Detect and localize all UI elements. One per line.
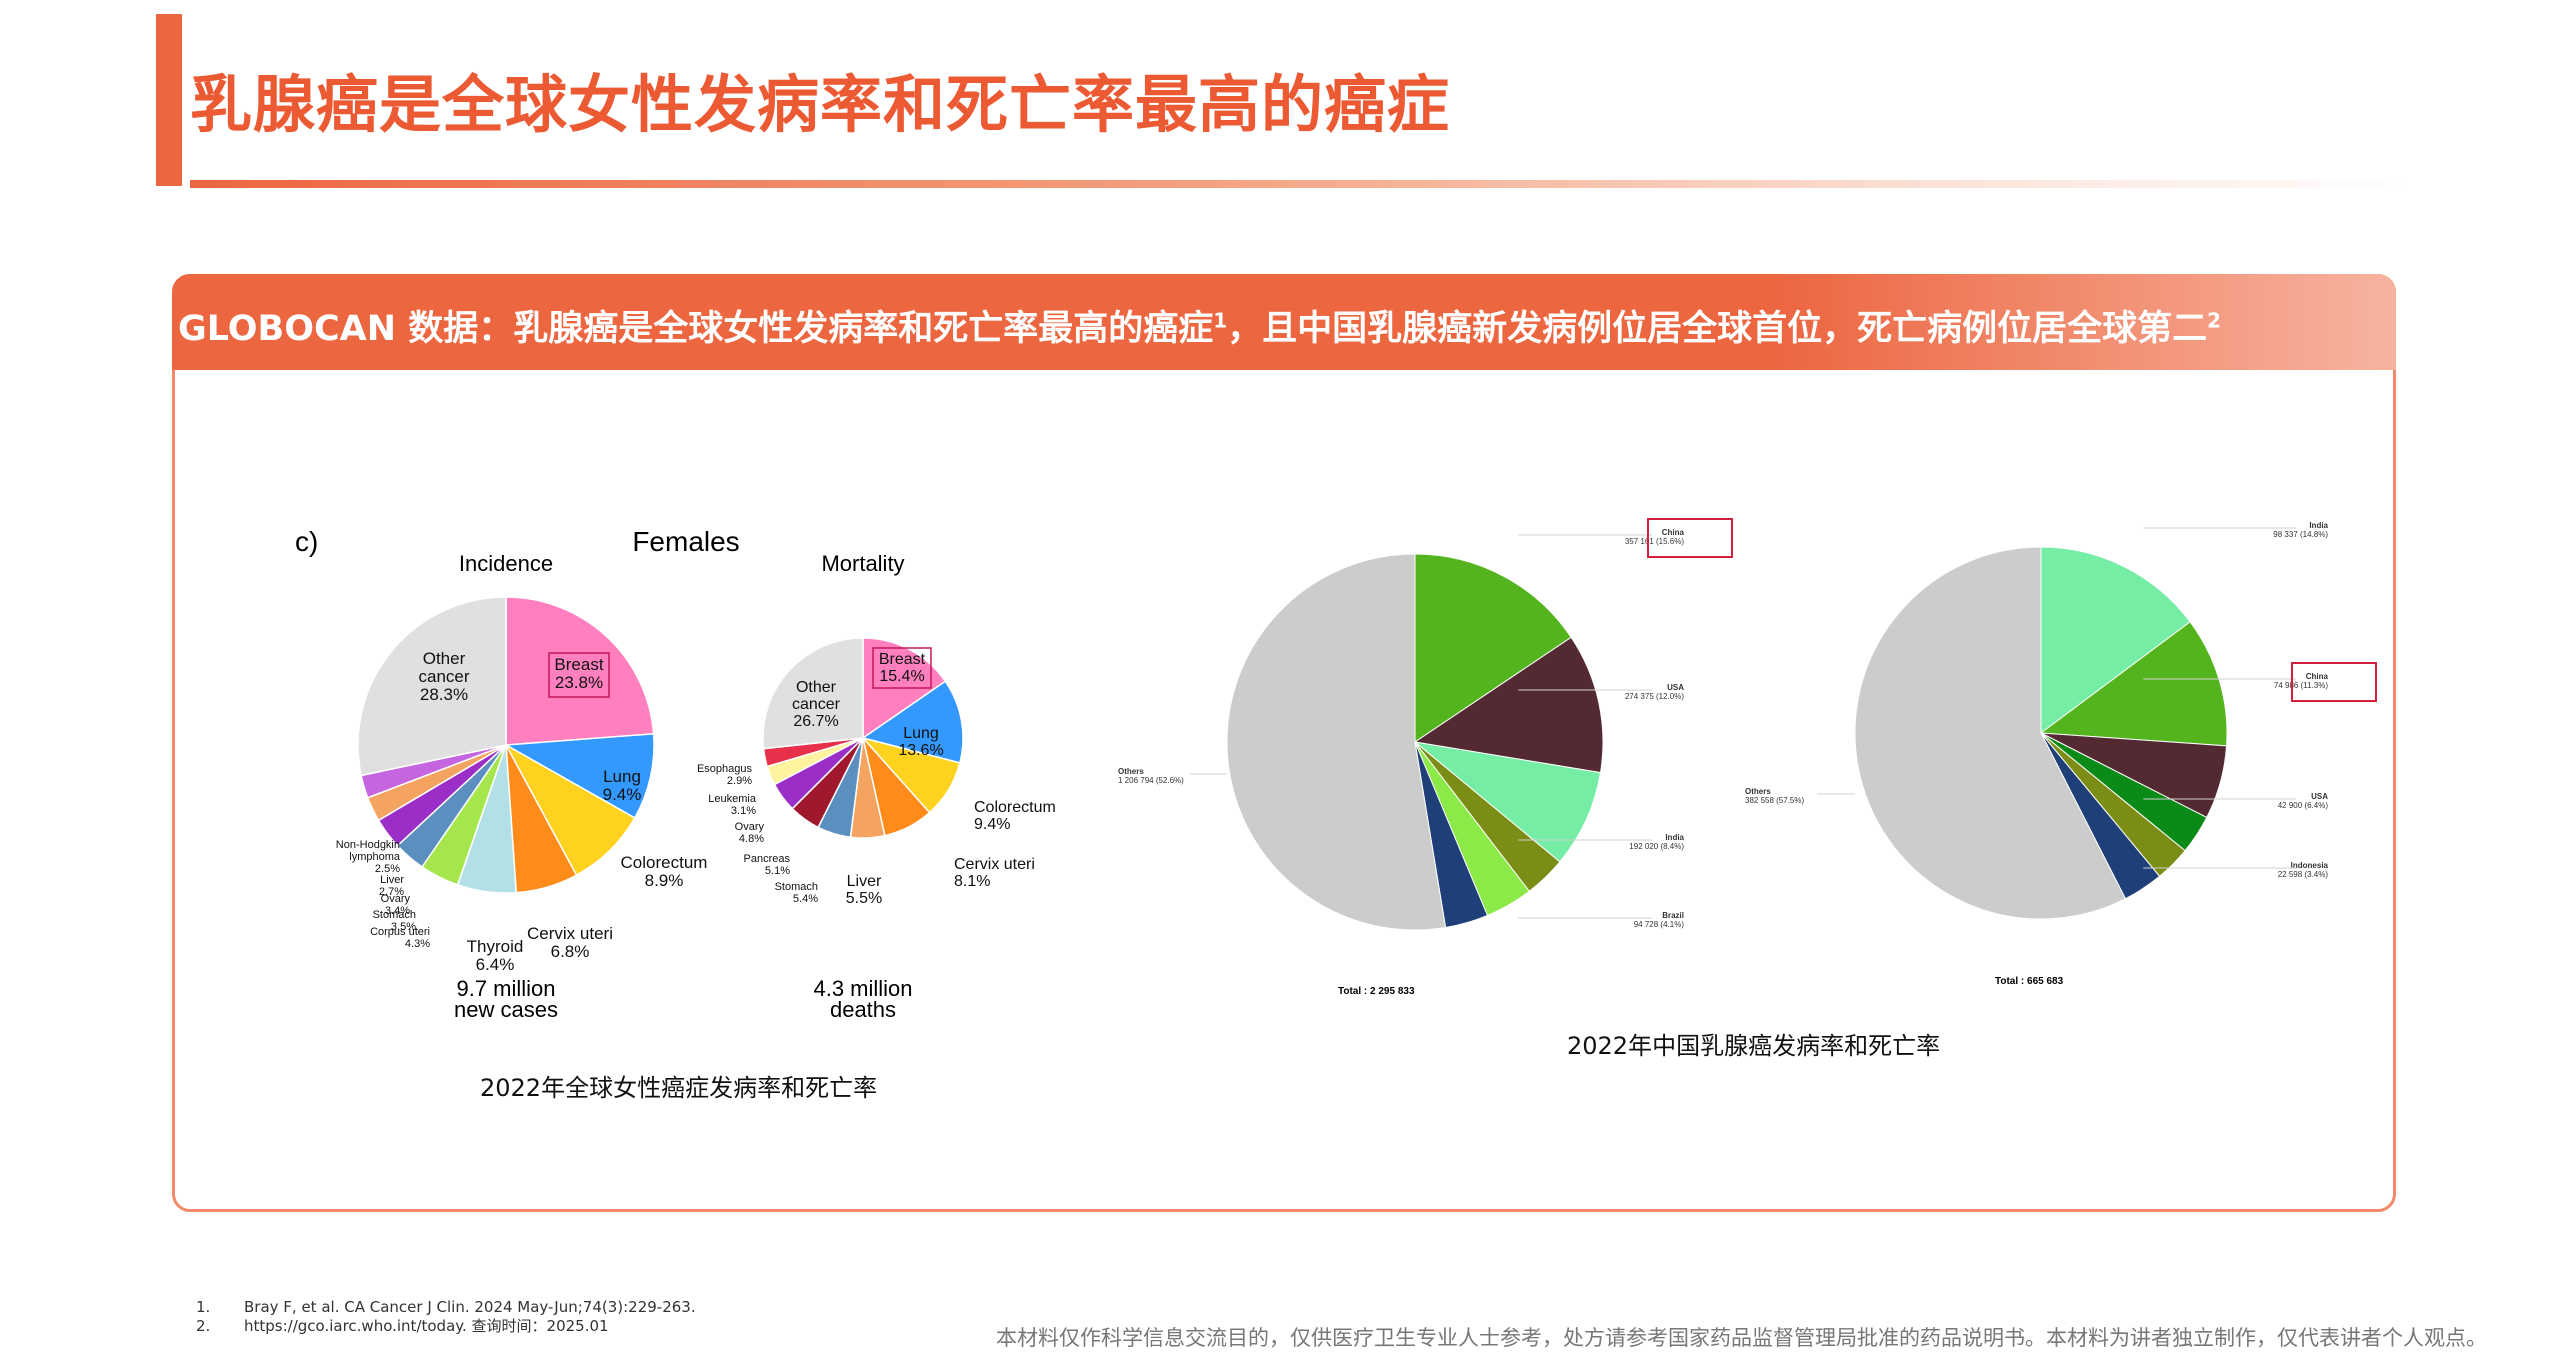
pie-slice-other-cancer xyxy=(357,596,507,777)
pie-slice-colorectum xyxy=(504,743,636,877)
title-accent-bar xyxy=(156,14,182,186)
country-label-others: Others 382 558 (57.5%) xyxy=(1745,787,1804,805)
card-header-bar xyxy=(172,274,2396,370)
pie-label-pancreas: Pancreas 5.1% xyxy=(744,853,791,877)
china-highlight-box xyxy=(1647,518,1733,558)
country-label-indonesia: Indonesia 22 598 (3.4%) xyxy=(2278,861,2329,879)
pie-label-leukemia: Leukemia 3.1% xyxy=(708,793,757,817)
pie-label-ovary: Ovary 3.4% xyxy=(381,893,411,917)
pie-label-colorectum: Colorectum 9.4% xyxy=(974,799,1056,833)
figure-heading: Females xyxy=(632,526,739,557)
china-breast-cancer-figure: China 357 161 (15.6%) USA 274 375 (12.0%) In… xyxy=(1118,518,2377,997)
pie-label-liver: Liver 5.5% xyxy=(846,873,882,907)
pie-label-lung: Lung 9.4% xyxy=(603,767,642,804)
china-incidence-pie: China 357 161 (15.6%) USA 274 375 (12.0%) In… xyxy=(1118,518,1733,931)
country-label-brazil: Brazil 94 728 (4.1%) xyxy=(1634,911,1685,929)
card-header-ref-2: 2 xyxy=(2207,308,2222,333)
pie-label-stomach: Stomach 3.5% xyxy=(373,909,417,933)
page-title: 乳腺癌是全球女性发病率和死亡率最高的癌症 xyxy=(190,68,1451,141)
pie-label-corpus-uteri: Corpus uteri 4.3% xyxy=(370,926,430,950)
country-label-china: China 357 161 (15.6%) xyxy=(1625,528,1685,546)
card-header-mid: ，且中国乳腺癌新发病例位居全球首位，死亡病例位居全球第二 xyxy=(1227,309,2208,349)
china-mortality-total: Total : 665 683 xyxy=(1995,976,2064,987)
pie-label-breast: Breast 23.8% xyxy=(554,655,603,692)
country-label-india: India 192 020 (8.4%) xyxy=(1629,833,1684,851)
pie-label-cervix-uteri: Cervix uteri 6.8% xyxy=(527,924,613,961)
pie-slice-breast xyxy=(505,596,655,746)
right-figure-caption: 2022年中国乳腺癌发病率和死亡率 xyxy=(1567,1032,1941,1060)
incidence-total-line2: new cases xyxy=(454,997,558,1022)
mortality-pie: Breast 15.4% Lung 13.6% Colorectum 9.4% Cervix… xyxy=(697,637,1056,907)
pie-label-ovary: Ovary 4.8% xyxy=(735,821,765,845)
footnote-1-number: 1. xyxy=(196,1298,211,1316)
pie-slice-india xyxy=(2040,546,2191,734)
incidence-pie: Breast 23.8% Lung 9.4% Colorectum 8.9%Cervix … xyxy=(336,596,708,974)
footnote-1-text: Bray F, et al. CA Cancer J Clin. 2024 Ma… xyxy=(244,1298,696,1316)
pie-label-stomach: Stomach 5.4% xyxy=(775,881,819,905)
pie-slice-lung xyxy=(503,733,655,819)
incidence-total-line1: 9.7 million xyxy=(456,976,555,1001)
pie-label-other-cancer: Other cancer 26.7% xyxy=(792,679,841,730)
pie-slice-china xyxy=(1414,553,1572,743)
pie-label-breast: Breast 15.4% xyxy=(879,651,926,685)
mortality-total-line2: deaths xyxy=(830,997,896,1022)
country-label-usa: USA 274 375 (12.0%) xyxy=(1625,683,1684,701)
footnote-2-text: https://gco.iarc.who.int/today. 查询时间：202… xyxy=(244,1317,609,1335)
pie-label-colorectum: Colorectum 8.9% xyxy=(621,853,708,890)
card-header-text: GLOBOCAN 数据：乳腺癌是全球女性发病率和死亡率最高的癌症1，且中国乳腺癌… xyxy=(178,300,2221,351)
disclaimer: 本材料仅作科学信息交流目的，仅供医疗卫生专业人士参考，处方请参考国家药品监督管理… xyxy=(996,1326,2487,1350)
pie-label-cervix-uteri: Cervix uteri 8.1% xyxy=(954,856,1035,890)
left-figure-caption: 2022年全球女性癌症发病率和死亡率 xyxy=(480,1074,878,1102)
pie-slice-lung xyxy=(861,680,964,764)
china-highlight-box xyxy=(2291,662,2377,702)
country-label-india: India 98 337 (14.8%) xyxy=(2273,521,2328,539)
country-label-usa: USA 42 900 (6.4%) xyxy=(2278,792,2329,810)
mortality-title: Mortality xyxy=(821,551,904,576)
global-female-cancer-figure: c) Females Incidence Mortality Breast 23.… xyxy=(295,526,1056,1022)
china-mortality-pie: India 98 337 (14.8%) China 74 986 (11.3%) US… xyxy=(1745,521,2377,920)
pie-label-non-hodgkin-lymphoma: Non-Hodgkin lymphoma 2.5% xyxy=(336,839,401,875)
pie-slice-china xyxy=(2039,621,2228,747)
footnotes: 1. Bray F, et al. CA Cancer J Clin. 2024 … xyxy=(196,1298,696,1336)
pie-label-thyroid: Thyroid 6.4% xyxy=(467,937,524,974)
panel-label: c) xyxy=(295,526,318,557)
pie-slice-usa xyxy=(1413,636,1604,774)
breast-highlight-box xyxy=(548,652,610,698)
pie-slice-others xyxy=(1854,546,2127,920)
breast-highlight-box xyxy=(872,647,932,689)
footnote-1: 1. Bray F, et al. CA Cancer J Clin. 2024 … xyxy=(196,1298,696,1317)
country-label-china: China 74 986 (11.3%) xyxy=(2274,672,2329,690)
pie-label-esophagus: Esophagus 2.9% xyxy=(697,763,753,787)
china-incidence-total: Total : 2 295 833 xyxy=(1338,986,1415,997)
card-header-ref-1: 1 xyxy=(1213,308,1228,333)
incidence-title: Incidence xyxy=(459,551,553,576)
title-divider xyxy=(190,180,2410,188)
footnote-2: 2. https://gco.iarc.who.int/today. 查询时间：2… xyxy=(196,1317,696,1336)
pie-slice-india xyxy=(1413,741,1602,863)
pie-label-other-cancer: Other cancer 28.3% xyxy=(418,649,469,704)
mortality-total-line1: 4.3 million xyxy=(813,976,912,1001)
pie-label-lung: Lung 13.6% xyxy=(898,725,943,759)
pie-label-liver: Liver 2.7% xyxy=(379,874,404,898)
country-label-others: Others 1 206 794 (52.6%) xyxy=(1118,767,1184,785)
pie-slice-others xyxy=(1226,553,1447,931)
pie-slice-other-cancer xyxy=(762,637,864,750)
card-header-main: GLOBOCAN 数据：乳腺癌是全球女性发病率和死亡率最高的癌症 xyxy=(178,309,1214,349)
footnote-2-number: 2. xyxy=(196,1317,211,1335)
